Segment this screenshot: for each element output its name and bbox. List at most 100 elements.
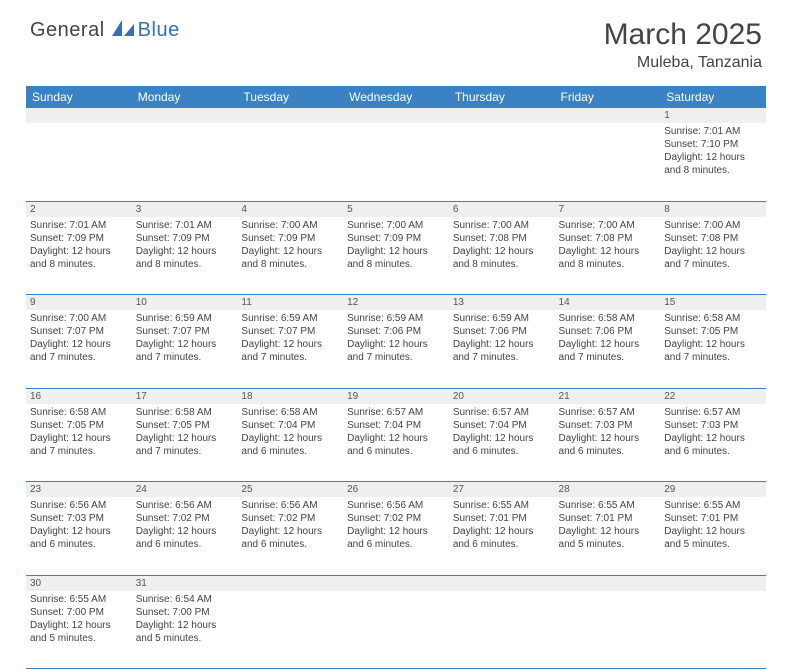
calendar-table: Sunday Monday Tuesday Wednesday Thursday… [26,86,766,669]
day-number: 25 [237,482,343,498]
day-number [237,575,343,591]
sunset-text: Sunset: 7:01 PM [453,512,551,525]
day-cell: Sunrise: 6:55 AMSunset: 7:01 PMDaylight:… [660,497,766,575]
sunset-text: Sunset: 7:09 PM [30,232,128,245]
day-number: 21 [555,388,661,404]
sunrise-text: Sunrise: 7:00 AM [241,219,339,232]
daylight-text: Daylight: 12 hours and 7 minutes. [30,338,128,364]
day-number: 1 [660,108,766,123]
day-cell [449,123,555,201]
sunset-text: Sunset: 7:01 PM [559,512,657,525]
daylight-text: Daylight: 12 hours and 6 minutes. [559,432,657,458]
day-cell [343,123,449,201]
day-header-row: Sunday Monday Tuesday Wednesday Thursday… [26,86,766,108]
day-cell [660,591,766,669]
sunrise-text: Sunrise: 6:59 AM [453,312,551,325]
sunrise-text: Sunrise: 7:00 AM [664,219,762,232]
day-number: 28 [555,482,661,498]
data-row: Sunrise: 6:56 AMSunset: 7:03 PMDaylight:… [26,497,766,575]
sunset-text: Sunset: 7:07 PM [136,325,234,338]
daylight-text: Daylight: 12 hours and 7 minutes. [136,432,234,458]
day-number [555,108,661,123]
day-cell: Sunrise: 6:59 AMSunset: 7:07 PMDaylight:… [132,310,238,388]
col-monday: Monday [132,86,238,108]
day-cell: Sunrise: 6:55 AMSunset: 7:01 PMDaylight:… [449,497,555,575]
day-number: 23 [26,482,132,498]
sunrise-text: Sunrise: 7:00 AM [559,219,657,232]
sunrise-text: Sunrise: 6:55 AM [664,499,762,512]
day-cell: Sunrise: 7:00 AMSunset: 7:07 PMDaylight:… [26,310,132,388]
sunset-text: Sunset: 7:07 PM [241,325,339,338]
day-number: 14 [555,295,661,311]
daylight-text: Daylight: 12 hours and 7 minutes. [664,338,762,364]
sunrise-text: Sunrise: 6:57 AM [347,406,445,419]
data-row: Sunrise: 7:00 AMSunset: 7:07 PMDaylight:… [26,310,766,388]
data-row: Sunrise: 6:58 AMSunset: 7:05 PMDaylight:… [26,404,766,482]
daylight-text: Daylight: 12 hours and 5 minutes. [136,619,234,645]
day-number: 22 [660,388,766,404]
day-number: 29 [660,482,766,498]
sunset-text: Sunset: 7:02 PM [241,512,339,525]
day-cell: Sunrise: 6:56 AMSunset: 7:02 PMDaylight:… [343,497,449,575]
sunrise-text: Sunrise: 6:57 AM [664,406,762,419]
sunrise-text: Sunrise: 6:56 AM [136,499,234,512]
daylight-text: Daylight: 12 hours and 6 minutes. [453,525,551,551]
day-cell: Sunrise: 6:58 AMSunset: 7:05 PMDaylight:… [660,310,766,388]
day-number: 20 [449,388,555,404]
day-number: 17 [132,388,238,404]
day-number: 19 [343,388,449,404]
daylight-text: Daylight: 12 hours and 6 minutes. [347,432,445,458]
col-saturday: Saturday [660,86,766,108]
sunrise-text: Sunrise: 6:54 AM [136,593,234,606]
logo-sail-icon [110,18,136,43]
page-title: March 2025 [604,18,762,52]
sunset-text: Sunset: 7:09 PM [241,232,339,245]
day-cell: Sunrise: 6:58 AMSunset: 7:05 PMDaylight:… [26,404,132,482]
sunset-text: Sunset: 7:03 PM [664,419,762,432]
sunrise-text: Sunrise: 6:59 AM [347,312,445,325]
day-number: 15 [660,295,766,311]
day-number [449,108,555,123]
sunset-text: Sunset: 7:08 PM [453,232,551,245]
daylight-text: Daylight: 12 hours and 6 minutes. [136,525,234,551]
day-number [343,575,449,591]
daylight-text: Daylight: 12 hours and 6 minutes. [347,525,445,551]
daylight-text: Daylight: 12 hours and 7 minutes. [559,338,657,364]
day-cell: Sunrise: 6:58 AMSunset: 7:05 PMDaylight:… [132,404,238,482]
daylight-text: Daylight: 12 hours and 8 minutes. [136,245,234,271]
day-number [660,575,766,591]
daynum-row: 16171819202122 [26,388,766,404]
day-cell: Sunrise: 7:00 AMSunset: 7:08 PMDaylight:… [555,217,661,295]
day-cell: Sunrise: 6:57 AMSunset: 7:03 PMDaylight:… [555,404,661,482]
day-number: 6 [449,201,555,217]
sunrise-text: Sunrise: 6:59 AM [241,312,339,325]
day-number: 27 [449,482,555,498]
daylight-text: Daylight: 12 hours and 5 minutes. [559,525,657,551]
day-number: 18 [237,388,343,404]
daylight-text: Daylight: 12 hours and 8 minutes. [453,245,551,271]
day-number: 4 [237,201,343,217]
sunset-text: Sunset: 7:04 PM [453,419,551,432]
sunrise-text: Sunrise: 6:58 AM [136,406,234,419]
day-cell: Sunrise: 6:57 AMSunset: 7:03 PMDaylight:… [660,404,766,482]
day-number [26,108,132,123]
title-block: March 2025 Muleba, Tanzania [604,18,762,72]
calendar-body: 1Sunrise: 7:01 AMSunset: 7:10 PMDaylight… [26,108,766,669]
sunset-text: Sunset: 7:06 PM [559,325,657,338]
sunset-text: Sunset: 7:09 PM [136,232,234,245]
day-cell [237,123,343,201]
day-number [237,108,343,123]
day-cell [237,591,343,669]
day-cell: Sunrise: 7:00 AMSunset: 7:09 PMDaylight:… [343,217,449,295]
sunrise-text: Sunrise: 7:00 AM [453,219,551,232]
daylight-text: Daylight: 12 hours and 6 minutes. [664,432,762,458]
day-number: 16 [26,388,132,404]
sunset-text: Sunset: 7:00 PM [30,606,128,619]
day-cell: Sunrise: 6:57 AMSunset: 7:04 PMDaylight:… [343,404,449,482]
day-number: 3 [132,201,238,217]
col-thursday: Thursday [449,86,555,108]
day-cell: Sunrise: 7:01 AMSunset: 7:09 PMDaylight:… [132,217,238,295]
day-cell [555,123,661,201]
sunrise-text: Sunrise: 6:56 AM [241,499,339,512]
daynum-row: 3031 [26,575,766,591]
